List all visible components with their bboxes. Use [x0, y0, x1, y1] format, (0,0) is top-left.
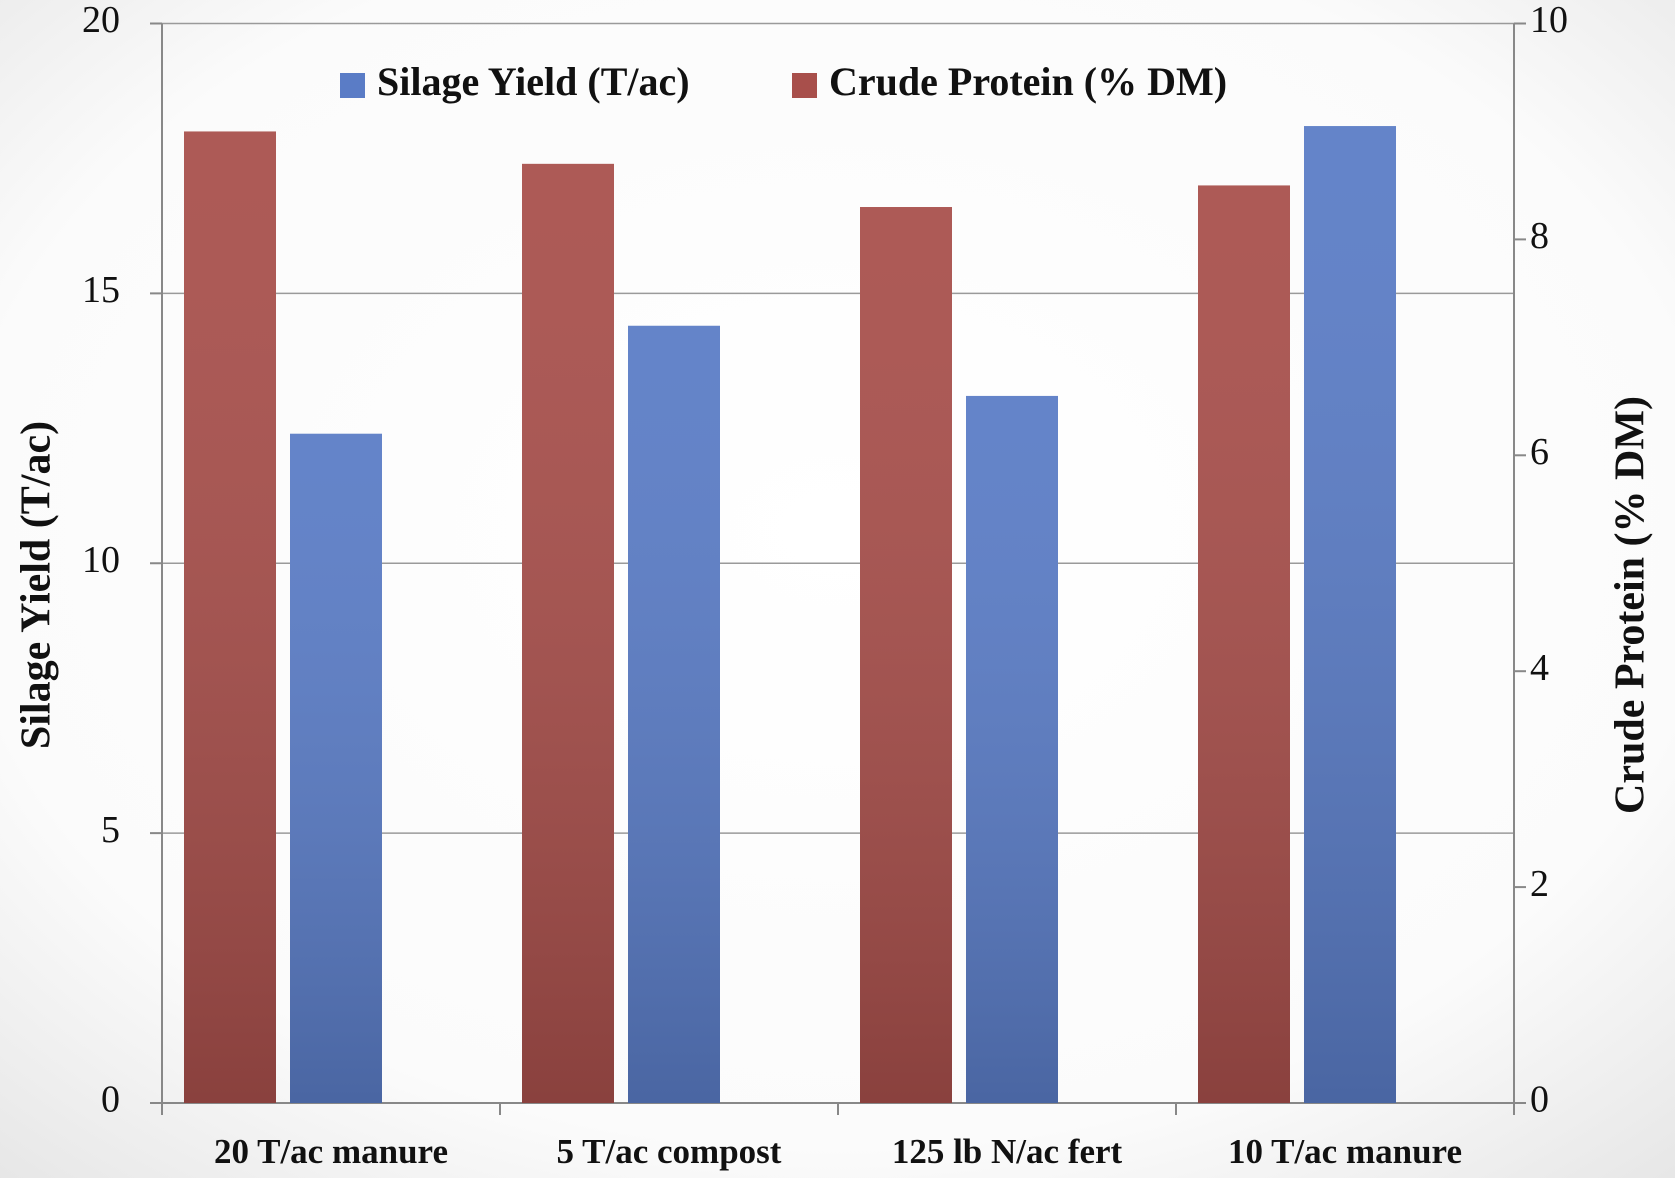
- y-tick-label: 10: [82, 539, 120, 581]
- y-tick-label: 20: [82, 0, 120, 41]
- bar-shade: [1198, 185, 1290, 1104]
- bar-shade: [522, 163, 614, 1103]
- y2-tick-label: 6: [1530, 431, 1549, 473]
- bar-shade: [1304, 126, 1396, 1104]
- y-tick-label: 5: [101, 809, 120, 851]
- legend-label: Crude Protein (% DM): [829, 59, 1227, 104]
- y2-tick-label: 10: [1530, 0, 1568, 41]
- x-tick-label: 20 T/ac manure: [214, 1132, 448, 1171]
- bar-shade: [290, 433, 382, 1104]
- y2-tick-label: 2: [1530, 863, 1549, 905]
- bar-shade: [628, 325, 720, 1103]
- y-tick-label: 15: [82, 269, 120, 311]
- bar-shade: [860, 207, 952, 1103]
- y2-tick-label: 8: [1530, 215, 1549, 257]
- legend-label: Silage Yield (T/ac): [377, 59, 690, 104]
- bar-shade: [966, 395, 1058, 1103]
- y-axis-title: Silage Yield (T/ac): [14, 421, 60, 749]
- y2-axis-title: Crude Protein (% DM): [1608, 396, 1654, 814]
- legend-swatch: [792, 73, 817, 98]
- y2-tick-label: 0: [1530, 1079, 1549, 1121]
- x-tick-label: 5 T/ac compost: [557, 1132, 782, 1171]
- legend-swatch: [340, 73, 365, 98]
- x-tick-label: 125 lb N/ac fert: [892, 1132, 1123, 1171]
- bar-shade: [184, 131, 276, 1103]
- y2-tick-label: 4: [1530, 647, 1549, 689]
- x-tick-label: 10 T/ac manure: [1228, 1132, 1462, 1171]
- y-tick-label: 0: [101, 1079, 120, 1121]
